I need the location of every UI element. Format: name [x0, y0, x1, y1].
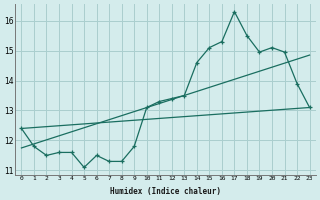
X-axis label: Humidex (Indice chaleur): Humidex (Indice chaleur) [110, 187, 221, 196]
